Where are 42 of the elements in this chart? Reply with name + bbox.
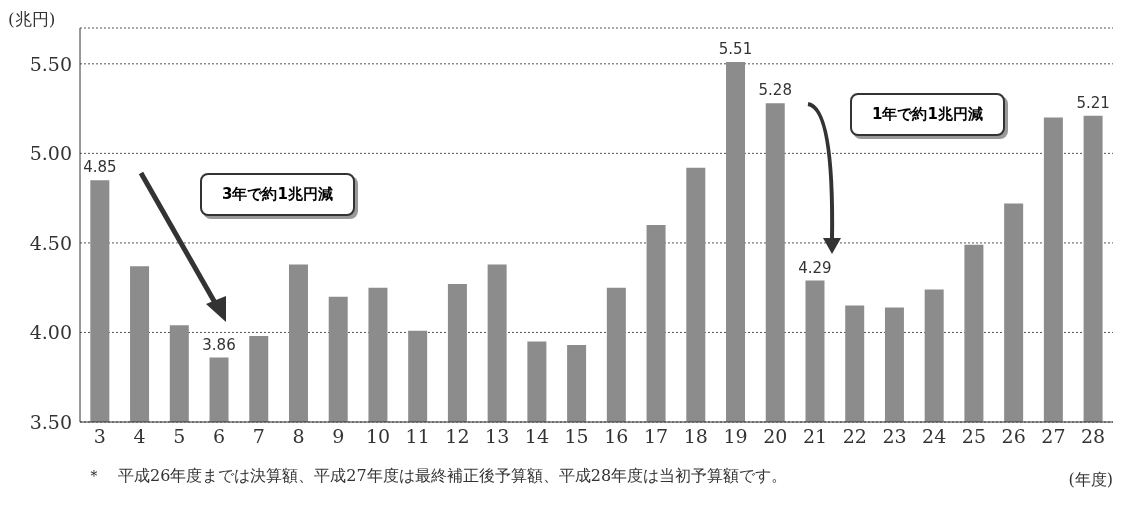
y-tick-label: 4.00 [29, 321, 72, 344]
x-tick-label: 10 [365, 425, 391, 448]
data-label: 4.29 [798, 258, 832, 277]
x-tick-label: 7 [252, 425, 265, 448]
x-tick-label: 4 [133, 425, 146, 448]
x-tick-label: 20 [763, 425, 788, 448]
data-label: 3.86 [202, 335, 236, 354]
x-tick-label: 27 [1041, 425, 1066, 448]
y-axis-title: (兆円) [8, 8, 56, 31]
annotation: 3年で約1兆円減 [200, 173, 355, 216]
x-tick-label: 14 [524, 425, 549, 448]
y-tick-label: 3.50 [29, 410, 72, 433]
x-tick-label: 9 [332, 425, 345, 448]
text: ＊ 平成26年度までは決算額、平成27年度は最終補正後予算額、平成28年度は当初予算額です。 [86, 466, 788, 487]
data-label: 5.21 [1076, 93, 1110, 112]
x-tick-label: 11 [405, 425, 430, 448]
x-tick-label: 12 [445, 425, 470, 448]
data-label: 4.85 [83, 158, 117, 177]
x-tick-label: 21 [802, 425, 828, 448]
x-tick-label: 16 [604, 425, 629, 448]
x-tick-label: 23 [882, 425, 907, 448]
y-tick-label: 4.50 [29, 231, 72, 254]
x-tick-label: 19 [723, 425, 748, 448]
x-tick-label: 3 [93, 425, 106, 448]
x-tick-label: 6 [213, 425, 226, 448]
x-tick-label: 25 [961, 425, 987, 448]
x-tick-label: 17 [644, 425, 669, 448]
x-tick-label: 22 [842, 425, 867, 448]
x-tick-label: 24 [922, 425, 947, 448]
x-tick-label: 8 [292, 425, 305, 448]
x-axis-title: (年度) [1068, 470, 1113, 491]
data-label: 5.51 [718, 40, 753, 59]
x-tick-label: 15 [564, 425, 589, 448]
x-tick-label: 18 [683, 425, 708, 448]
data-label: 5.28 [758, 81, 792, 100]
x-tick-label: 26 [1001, 425, 1026, 448]
x-tick-label: 13 [485, 425, 510, 448]
x-tick-label: 28 [1081, 425, 1106, 448]
x-tick-label: 5 [173, 425, 186, 448]
y-tick-label: 5.00 [29, 142, 72, 165]
annotation: 1年で約1兆円減 [850, 93, 1005, 136]
y-tick-label: 5.50 [29, 52, 72, 75]
